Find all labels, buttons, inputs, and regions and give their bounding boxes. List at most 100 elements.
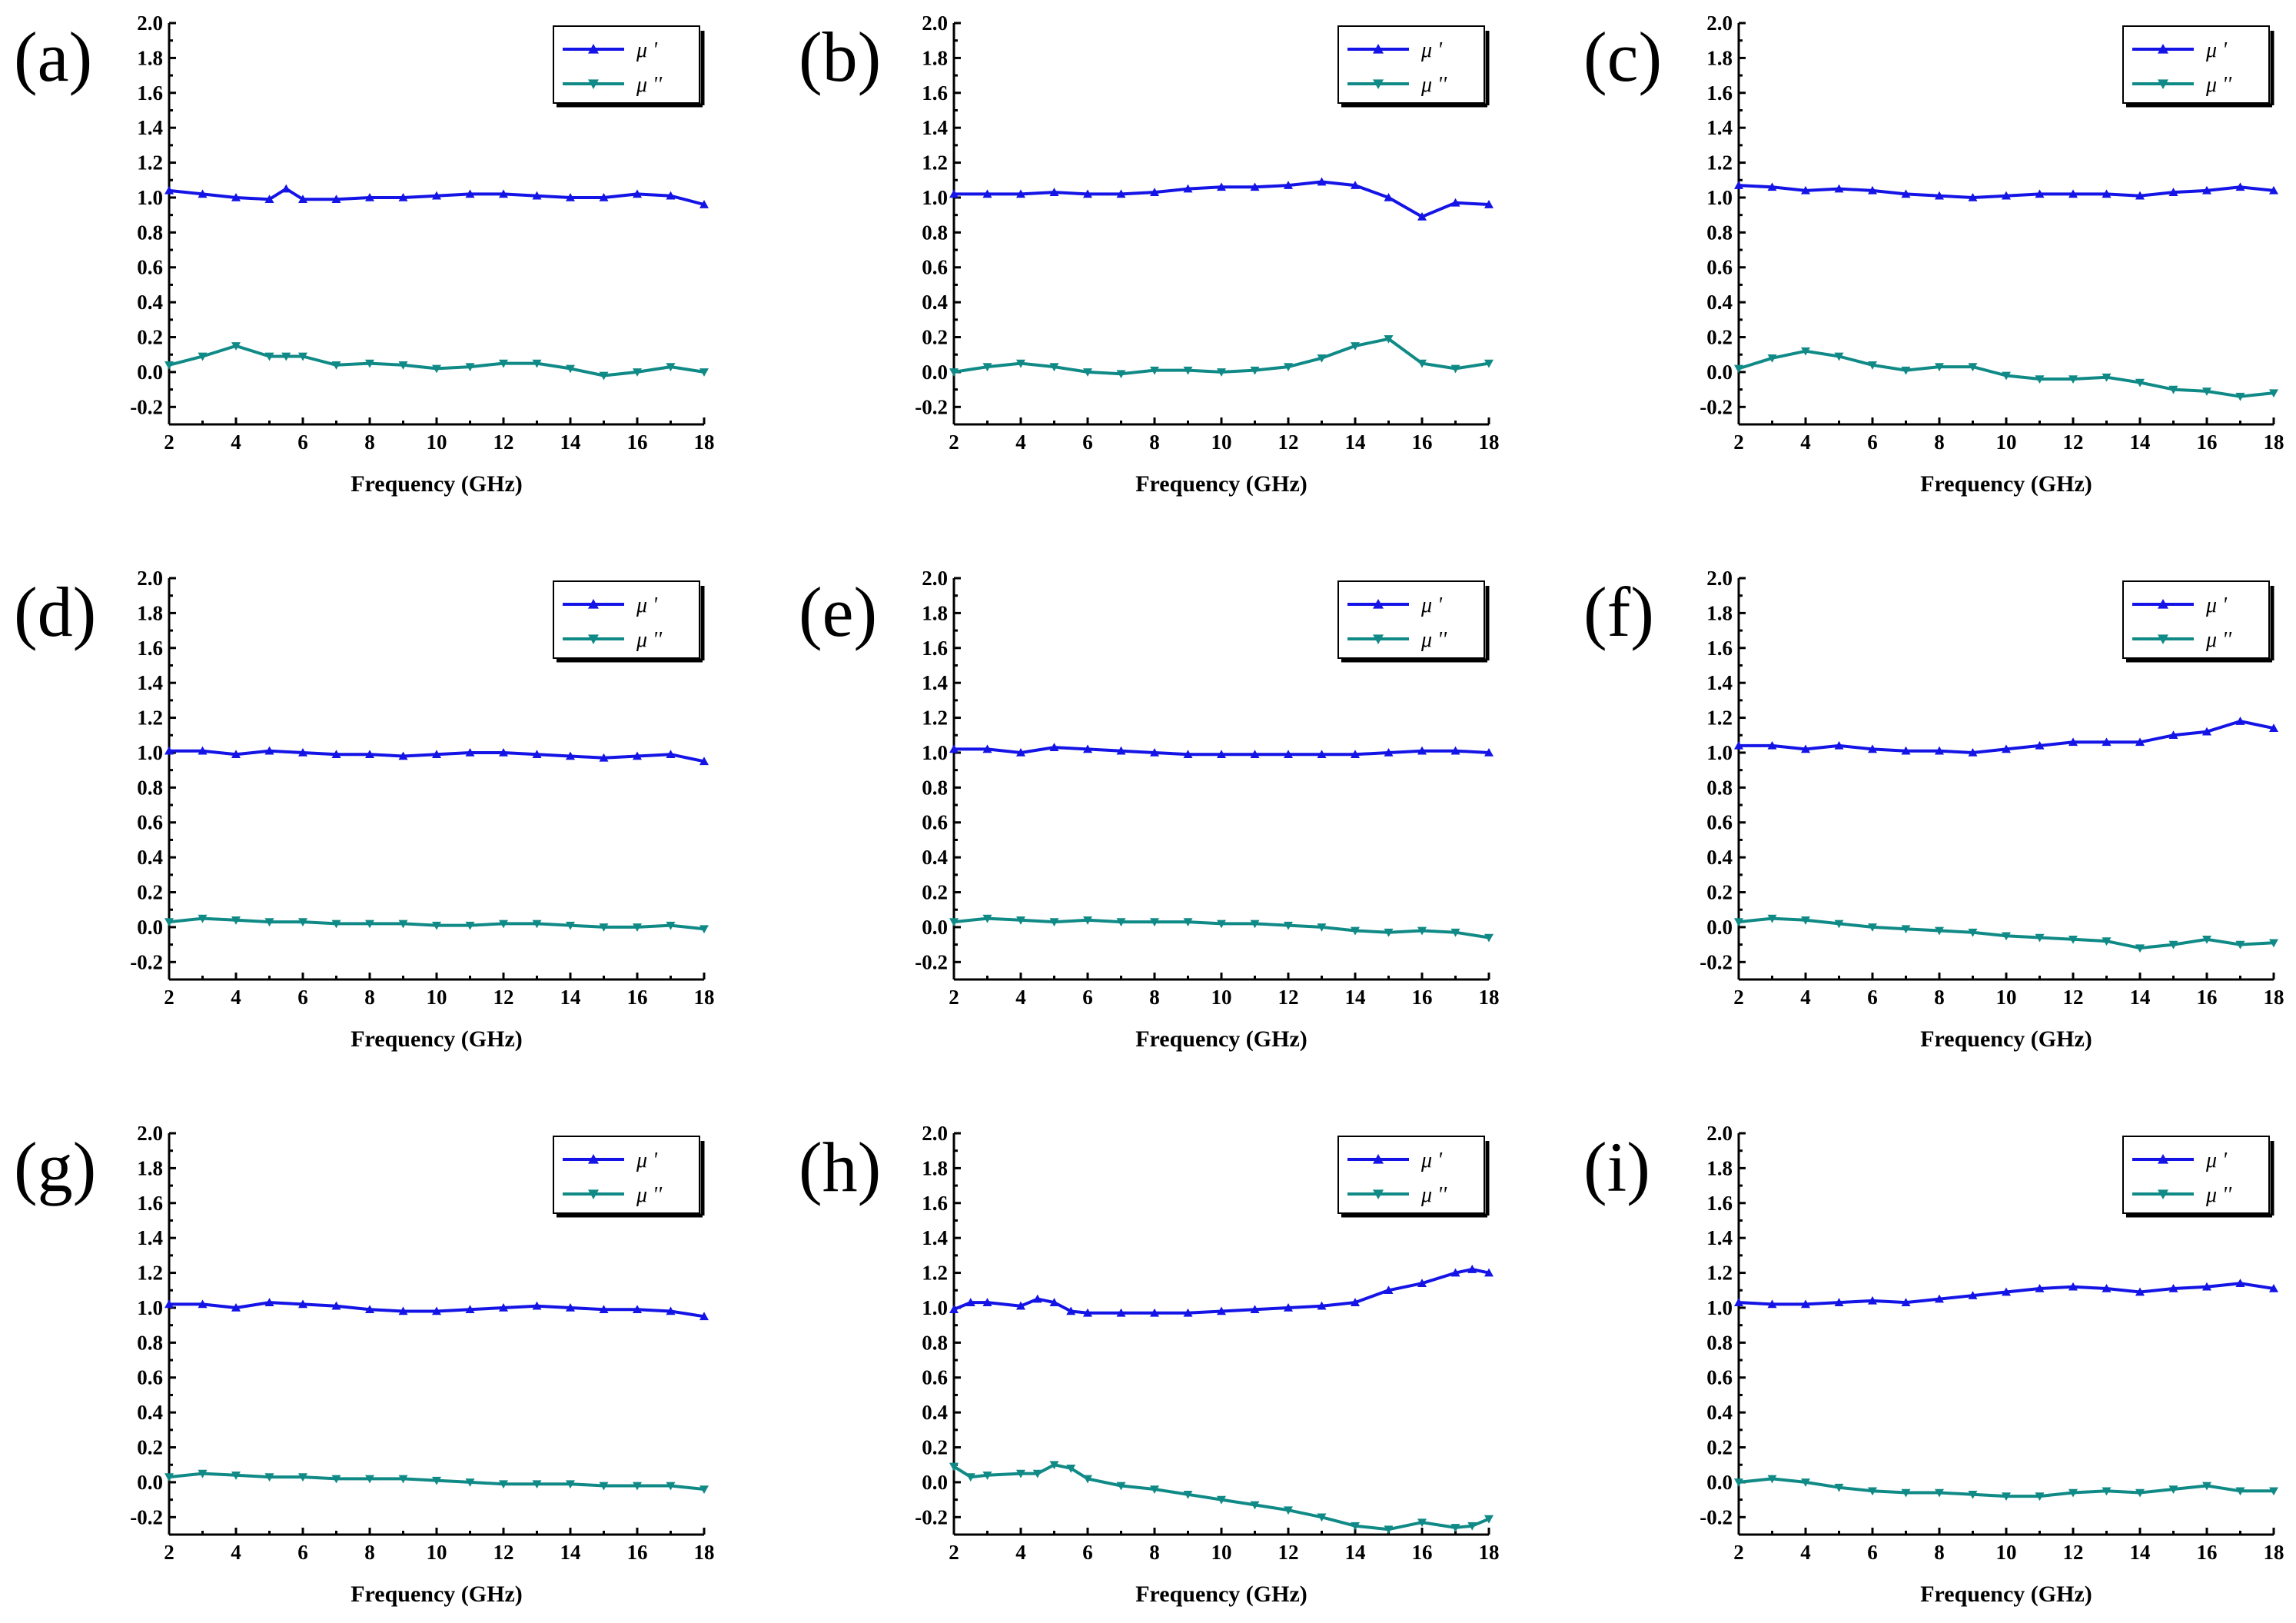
y-tick-label: 0.6 (922, 811, 948, 834)
data-point (331, 361, 341, 370)
data-point (633, 751, 642, 760)
series-mu-prime (949, 1265, 1494, 1317)
data-point (1116, 370, 1126, 379)
x-tick-label: 10 (1996, 431, 2017, 454)
y-tick-label: 1.4 (137, 671, 163, 694)
series-mu-prime (1734, 1279, 2278, 1309)
chart-panel-a: (a) -0.2 0.0 0.2 0.4 0.6 0.8 1.0 1.2 1.4 1.6 1.8 2.0… (14, 12, 715, 497)
panel-label: (e) (799, 573, 877, 651)
data-point (949, 918, 959, 927)
y-tick-label: 0.4 (922, 1401, 948, 1424)
data-point (1901, 1298, 1911, 1306)
y-tick-label: 1.0 (922, 1296, 948, 1319)
data-point (599, 753, 609, 762)
y-tick-label: 2.0 (922, 12, 948, 35)
data-point (1968, 747, 1978, 757)
y-tick-label: 0.8 (922, 1331, 948, 1354)
data-point (1834, 1298, 1844, 1306)
data-point (1150, 1308, 1159, 1317)
data-point (1767, 914, 1777, 923)
data-point (1150, 747, 1159, 757)
data-point (1217, 920, 1226, 929)
x-tick-label: 18 (2264, 431, 2284, 454)
y-tick-label: 0.2 (1706, 1436, 1733, 1459)
data-point (633, 923, 642, 932)
series-mu-prime (164, 746, 709, 766)
x-tick-label: 6 (1867, 431, 1878, 454)
x-tick-label: 4 (1015, 431, 1026, 454)
data-point (1834, 184, 1844, 193)
chart-panel-f: (f) -0.2 0.0 0.2 0.4 0.6 0.8 1.0 1.2 1.4 1.6 1.8 2.0… (1583, 567, 2284, 1052)
data-point (1083, 368, 1092, 377)
data-point (599, 1482, 609, 1491)
x-tick-label: 16 (1412, 1541, 1433, 1564)
data-point (2068, 737, 2078, 747)
x-tick-label: 2 (949, 986, 959, 1009)
data-point (231, 192, 241, 201)
data-point (699, 200, 709, 208)
data-point (599, 1305, 609, 1314)
data-point (1217, 182, 1226, 191)
data-point (1968, 1491, 1978, 1499)
data-point (432, 921, 441, 930)
data-point (1284, 181, 1293, 189)
data-point (1116, 918, 1126, 927)
data-point (164, 746, 174, 755)
series-mu-prime (164, 184, 709, 208)
data-point (432, 191, 441, 200)
x-tick-label: 16 (2197, 986, 2218, 1009)
data-point (365, 1305, 374, 1314)
x-tick-label: 16 (2197, 1541, 2218, 1564)
data-point (566, 921, 575, 930)
data-point (231, 916, 241, 925)
data-point (1049, 363, 1059, 372)
y-tick-label: 0.0 (922, 361, 948, 384)
legend-marker (1373, 1189, 1384, 1199)
data-point (1351, 750, 1360, 759)
data-point (2068, 189, 2078, 198)
data-point (2002, 1287, 2011, 1296)
x-tick-label: 8 (364, 431, 375, 454)
data-point (1868, 361, 1877, 370)
data-point (2202, 185, 2211, 195)
series-mu-prime (164, 1298, 709, 1321)
y-tick-label: 1.6 (137, 1192, 163, 1215)
chart-panel-e: (e) -0.2 0.0 0.2 0.4 0.6 0.8 1.0 1.2 1.4 1.6 1.8 2.0… (799, 567, 1500, 1052)
data-point (1801, 347, 1810, 356)
legend-label: μ '' (1420, 1183, 1447, 1207)
panel-label: (h) (799, 1128, 881, 1206)
y-tick-label: 1.2 (922, 707, 948, 730)
data-point (1032, 1469, 1042, 1478)
data-point (1734, 181, 1743, 189)
x-tick-label: 18 (2264, 986, 2284, 1009)
legend-marker (588, 634, 599, 644)
legend-marker (1373, 79, 1384, 89)
series-mu-double-prime (1734, 1475, 2278, 1502)
data-point (1734, 918, 1743, 927)
data-point (2135, 1488, 2145, 1498)
data-point (1351, 926, 1360, 936)
y-tick-label: 0.8 (137, 221, 163, 244)
data-point (949, 1462, 959, 1472)
y-tick-label: 1.0 (922, 186, 948, 209)
legend-label: μ '' (1420, 628, 1447, 652)
y-tick-label: 2.0 (137, 12, 163, 35)
data-point (1183, 184, 1193, 193)
data-point (1834, 740, 1844, 750)
data-point (1284, 750, 1293, 759)
data-point (1384, 192, 1394, 201)
data-point (231, 1472, 241, 1480)
legend: μ ' μ '' (1337, 1136, 1490, 1218)
x-tick-label: 8 (364, 1541, 375, 1564)
data-point (2202, 1282, 2211, 1291)
data-point (2135, 1287, 2145, 1296)
series-mu-double-prime (164, 914, 709, 934)
data-point (198, 1299, 208, 1309)
y-tick-label: 1.0 (1706, 186, 1733, 209)
data-point (298, 1299, 307, 1309)
data-point (1417, 359, 1427, 368)
data-point (1901, 189, 1911, 198)
legend-marker (2158, 1189, 2168, 1199)
data-point (1016, 916, 1025, 925)
legend-marker (588, 79, 599, 89)
